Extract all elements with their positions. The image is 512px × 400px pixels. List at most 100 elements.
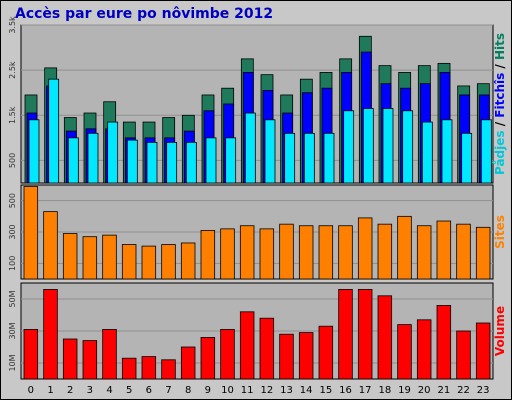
panel-0-label-part-0: Pådjes	[493, 130, 507, 175]
bar-p-djes-11	[244, 112, 256, 184]
bar-sites-4	[102, 234, 117, 280]
bar-volume-14	[298, 332, 314, 380]
bar-volume-0	[23, 328, 39, 380]
bar-p-djes-17	[362, 108, 374, 184]
panel-2-axis-label: Volume	[493, 306, 507, 356]
panel-0-tick-label: 3.5k	[8, 16, 17, 34]
bar-volume-8	[180, 346, 196, 380]
bar-sites-15	[318, 225, 334, 280]
x-tick-label-9: 9	[205, 385, 211, 396]
x-tick-label-23: 23	[477, 385, 490, 396]
panel-1-tick-label: 500	[8, 193, 17, 208]
bar-p-djes-13	[284, 132, 296, 184]
bar-sites-20	[416, 225, 432, 280]
panel-2-tick-label: 10M	[8, 354, 17, 371]
x-tick-label-21: 21	[437, 385, 450, 396]
panel-0-tick-label: 2.5k	[8, 61, 17, 79]
x-tick-label-8: 8	[185, 385, 191, 396]
bar-volume-4	[102, 328, 117, 380]
bar-sites-17	[357, 217, 373, 280]
bar-p-djes-14	[303, 132, 315, 184]
bar-volume-2	[62, 338, 78, 380]
bar-p-djes-8	[185, 141, 197, 184]
panel-0-background	[20, 24, 494, 184]
bar-sites-19	[397, 215, 412, 280]
bar-p-djes-9	[205, 137, 217, 184]
bar-volume-1	[43, 288, 58, 380]
bar-sites-9	[200, 230, 216, 280]
bar-p-djes-19	[402, 110, 414, 184]
bar-volume-20	[416, 319, 432, 380]
bar-sites-3	[82, 236, 98, 280]
bar-p-djes-6	[146, 141, 158, 184]
bar-volume-12	[259, 317, 275, 380]
panel-0-label-part-4: Hits	[493, 33, 507, 60]
bar-sites-1	[43, 211, 58, 280]
x-tick-label-2: 2	[67, 385, 73, 396]
bar-p-djes-21	[441, 119, 453, 184]
panel-0-axis-label: Pådjes / Fitchîs / Hits	[493, 33, 507, 175]
x-tick-label-11: 11	[241, 385, 254, 396]
x-tick-label-18: 18	[378, 385, 391, 396]
bar-volume-22	[456, 330, 471, 380]
x-tick-label-10: 10	[221, 385, 234, 396]
bar-sites-14	[298, 225, 314, 280]
panel-1-axis-label: Sites	[493, 215, 507, 249]
panel-1-label-part-0: Sites	[493, 215, 507, 249]
bar-volume-23	[475, 322, 491, 380]
panel-2-tick-label: 50M	[8, 290, 17, 307]
panel-1-tick-label: 300	[8, 224, 17, 239]
x-tick-label-6: 6	[146, 385, 152, 396]
bar-p-djes-23	[480, 119, 492, 184]
x-tick-label-19: 19	[398, 385, 411, 396]
x-tick-label-1: 1	[47, 385, 53, 396]
panel-0-label-part-2: Fitchîs	[493, 73, 507, 118]
panel-0-label-part-3: /	[493, 60, 507, 73]
x-tick-label-5: 5	[126, 385, 132, 396]
bar-p-djes-4	[107, 121, 119, 184]
bar-volume-3	[82, 340, 98, 380]
bar-p-djes-10	[225, 137, 237, 184]
bar-sites-0	[23, 186, 39, 280]
bar-sites-5	[121, 244, 137, 280]
bar-volume-19	[397, 324, 412, 380]
bar-p-djes-0	[28, 119, 40, 184]
panel-0-tick-label: 500	[8, 153, 17, 168]
bar-sites-16	[338, 225, 353, 280]
bar-volume-11	[239, 311, 255, 380]
x-tick-label-16: 16	[339, 385, 352, 396]
bar-sites-10	[220, 228, 235, 280]
panel-1-tick-label: 100	[8, 256, 17, 271]
bar-sites-11	[239, 225, 255, 280]
bar-sites-23	[475, 226, 491, 280]
x-tick-label-22: 22	[457, 385, 470, 396]
bar-sites-6	[141, 245, 157, 280]
bar-volume-16	[338, 288, 353, 380]
bar-volume-9	[200, 336, 216, 380]
bar-volume-7	[161, 359, 176, 380]
bar-p-djes-5	[126, 139, 138, 184]
x-tick-label-4: 4	[106, 385, 112, 396]
bar-volume-18	[377, 295, 393, 380]
panel-0-label-part-1: /	[493, 118, 507, 131]
bar-sites-7	[161, 244, 176, 280]
bar-volume-13	[279, 333, 294, 380]
bar-volume-17	[357, 288, 373, 380]
x-tick-label-13: 13	[280, 385, 293, 396]
bar-p-djes-12	[264, 119, 276, 184]
bar-sites-22	[456, 223, 471, 280]
bar-volume-6	[141, 356, 157, 380]
panel-2-tick-label: 30M	[8, 322, 17, 339]
bar-p-djes-18	[382, 108, 394, 184]
bar-p-djes-20	[421, 121, 433, 184]
panel-0-tick-label: 1.5k	[8, 106, 17, 124]
bar-sites-12	[259, 228, 275, 280]
x-tick-label-7: 7	[165, 385, 171, 396]
bar-sites-13	[279, 223, 294, 280]
x-tick-label-14: 14	[300, 385, 313, 396]
x-tick-label-3: 3	[87, 385, 93, 396]
bar-sites-21	[436, 220, 452, 280]
bar-volume-15	[318, 325, 334, 380]
